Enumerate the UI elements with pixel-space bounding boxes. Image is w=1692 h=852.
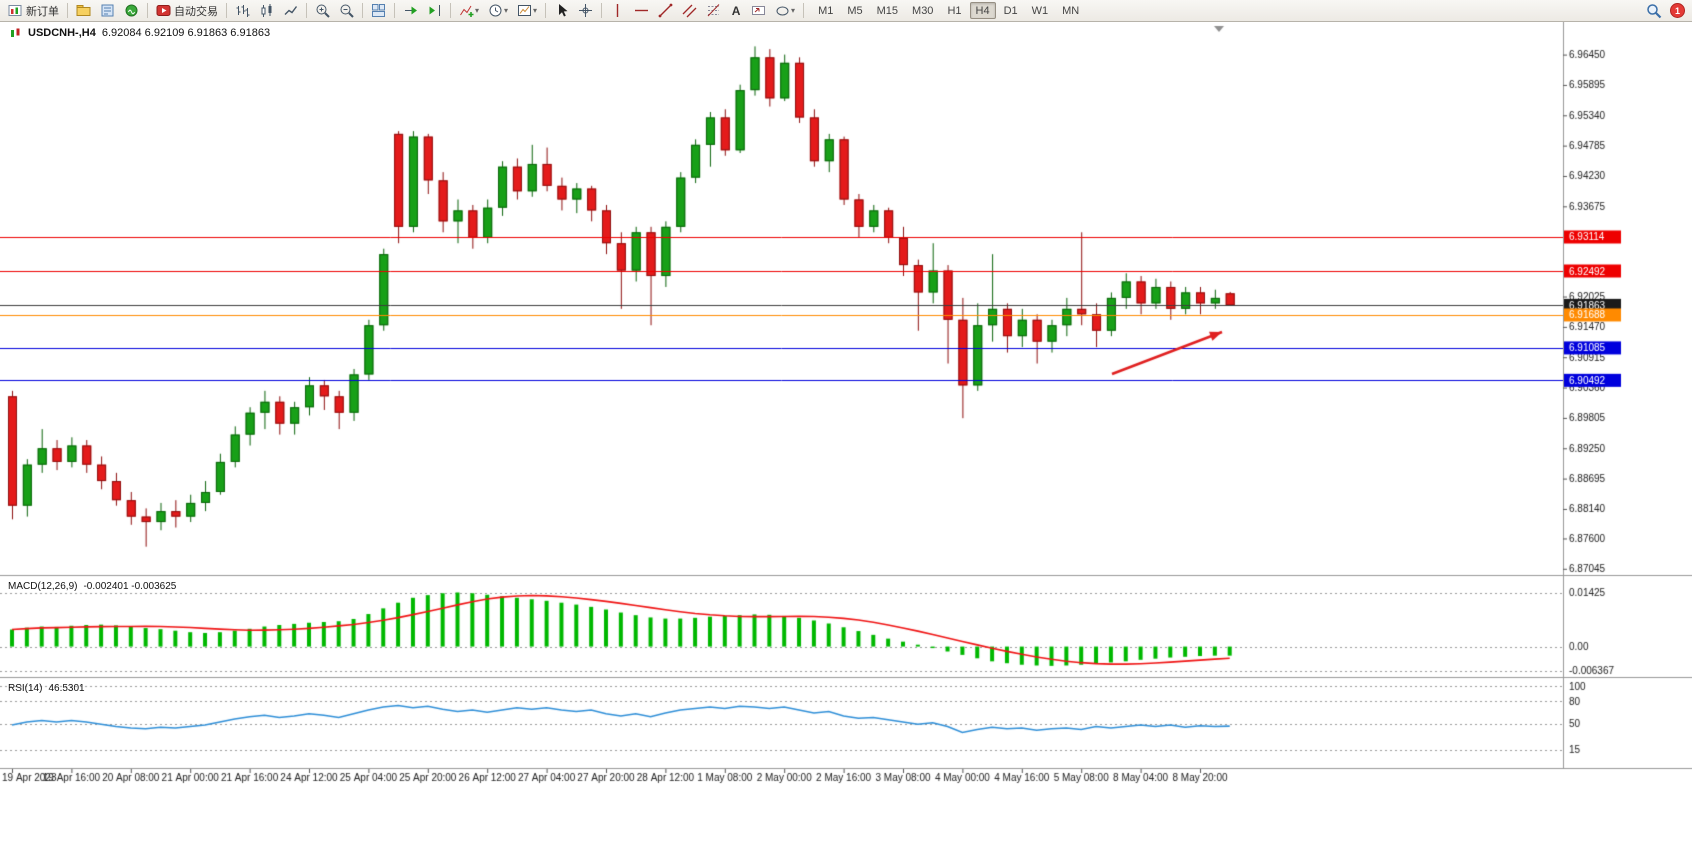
crosshair-icon [579,4,593,17]
toolbar-separator [545,3,547,18]
timeframe-m15-button[interactable]: M15 [876,5,899,17]
toolbar-separator [394,3,395,18]
vertical-line-tool-button[interactable] [606,1,629,20]
timeframe-d1-button[interactable]: D1 [1003,5,1018,17]
indicators-button[interactable]: ▾ [455,1,483,20]
periods-caret-icon: ▾ [504,6,509,15]
text-tool-button[interactable]: A [726,1,746,20]
shapes-icon [776,6,789,16]
chart-window: USDCNH-,H4 6.92084 6.92109 6.91863 6.918… [0,22,1692,852]
toolbar: 新订单 自动交易 [0,0,1692,22]
profiles-button[interactable] [72,1,95,20]
tile-windows-icon [372,4,385,17]
timeframe-m1-button[interactable]: M1 [818,5,834,17]
trendline-tool-button[interactable] [654,1,677,20]
templates-icon [518,5,532,16]
auto-scroll-icon [405,6,417,15]
tile-windows-button[interactable] [367,1,390,20]
horizontal-line-icon [635,9,649,12]
bar-chart-button[interactable] [231,1,254,20]
arrows-tool-icon [752,6,766,15]
timeframe-h4-button[interactable]: H4 [969,2,996,19]
search-icon [1647,3,1662,18]
navigator-button[interactable] [96,1,119,20]
chart-shift-button[interactable] [423,1,446,20]
autotrading-button[interactable]: 自动交易 [152,1,222,20]
arrows-tool-button[interactable] [747,1,770,20]
equidistant-channel-icon [682,4,697,18]
periods-clock-icon [489,4,502,17]
timeframe-m30-button[interactable]: M30 [912,5,934,17]
timeframe-m5-button[interactable]: M5 [847,5,863,17]
chart-canvas[interactable] [0,22,1692,852]
cursor-tool-button[interactable] [550,1,573,20]
toolbar-separator [226,3,227,18]
templates-caret-icon: ▾ [533,6,538,15]
templates-button[interactable]: ▾ [513,1,541,20]
chart-shift-icon [429,5,440,16]
toolbar-separator [362,3,363,18]
notification-count: 1 [1674,5,1680,16]
toolbar-separator [601,3,603,18]
new-order-label: 新订单 [26,5,59,18]
toolbar-separator [67,3,68,18]
shapes-tool-button[interactable]: ▾ [771,1,799,20]
zoom-out-icon [340,4,354,18]
market-watch-button[interactable] [120,1,143,20]
toolbar-separator [306,3,307,18]
new-order-icon [8,5,22,16]
auto-scroll-button[interactable] [399,1,422,20]
crosshair-tool-button[interactable] [574,1,597,20]
profiles-icon [76,5,91,16]
trendline-icon [658,3,673,18]
zoom-out-button[interactable] [335,1,358,20]
line-chart-icon [284,6,298,15]
candlestick-chart-button[interactable] [255,1,278,20]
notification-badge[interactable]: 1 [1670,3,1685,18]
fibonacci-icon [707,4,720,17]
navigator-icon [101,4,114,17]
autotrading-icon [156,5,171,16]
vertical-line-icon [616,4,619,17]
cursor-icon [559,4,568,17]
fibonacci-tool-button[interactable] [702,1,725,20]
toolbar-separator [450,3,451,18]
toolbar-separator [147,3,148,18]
timeframe-group: M1 M5 M15 M30 H1 H4 D1 W1 MN [812,2,1085,19]
market-watch-icon [125,4,138,17]
toolbar-separator [803,3,805,18]
search-button[interactable] [1642,1,1666,20]
autotrading-label: 自动交易 [174,5,218,18]
timeframe-w1-button[interactable]: W1 [1031,5,1049,17]
indicators-icon [460,5,474,17]
channel-tool-button[interactable] [678,1,701,20]
indicators-caret-icon: ▾ [475,6,480,15]
shapes-caret-icon: ▾ [791,6,796,15]
new-order-button[interactable]: 新订单 [4,1,63,20]
periods-button[interactable]: ▾ [484,1,512,20]
line-chart-button[interactable] [279,1,302,20]
bar-chart-icon [236,5,250,17]
zoom-in-icon [316,4,330,18]
horizontal-line-tool-button[interactable] [630,1,653,20]
timeframe-mn-button[interactable]: MN [1062,5,1080,17]
timeframe-h1-button[interactable]: H1 [947,5,962,17]
candlestick-chart-icon [261,4,272,17]
zoom-in-button[interactable] [311,1,334,20]
text-tool-icon: A [731,3,741,18]
